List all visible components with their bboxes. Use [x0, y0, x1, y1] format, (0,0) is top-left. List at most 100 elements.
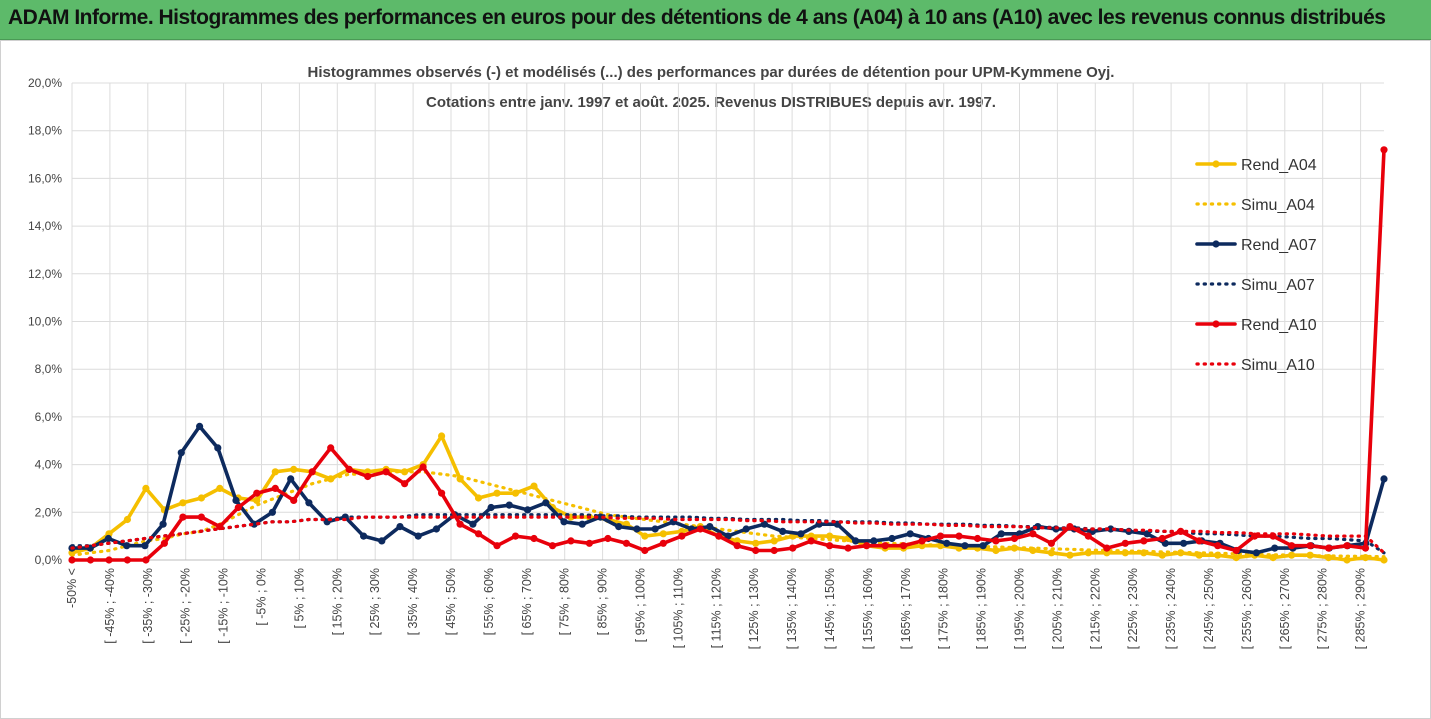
y-tick-label: 10,0%	[28, 315, 62, 329]
x-tick-label: [ -35% ; -30%	[141, 568, 155, 644]
data-point	[360, 532, 368, 540]
data-point	[232, 496, 240, 504]
plot-grid: 0,0% 2,0% 4,0% 6,0% 8,0% 10,0% 12,0% 14,0% 16,0%…	[28, 76, 1384, 649]
data-point	[1121, 539, 1129, 547]
legend-marker	[1212, 160, 1220, 168]
data-point	[826, 532, 834, 540]
data-point	[290, 496, 298, 504]
data-point	[290, 465, 298, 473]
data-point	[789, 544, 797, 552]
data-point	[578, 520, 586, 528]
data-point	[505, 501, 513, 509]
y-tick-label: 4,0%	[35, 458, 63, 472]
data-point	[943, 539, 951, 547]
series-line-simu_a04	[70, 470, 1386, 559]
x-tick-label: [ 55% ; 60%	[482, 568, 496, 635]
y-tick-label: 12,0%	[28, 267, 62, 281]
data-point	[659, 539, 667, 547]
data-point	[807, 537, 815, 545]
data-point	[419, 463, 427, 471]
data-point	[438, 432, 446, 440]
data-point	[770, 537, 778, 545]
data-point	[1325, 544, 1333, 552]
data-point	[1107, 525, 1115, 533]
data-point	[271, 468, 279, 476]
x-tick-label: [ 155% ; 160%	[861, 568, 875, 649]
data-point	[234, 503, 242, 512]
series-line-rend_a10	[70, 148, 1386, 562]
x-tick-label: [ 35% ; 40%	[406, 568, 420, 635]
x-tick-label: [ 45% ; 50%	[444, 568, 458, 635]
data-point	[179, 499, 187, 507]
data-point	[659, 530, 667, 538]
data-point	[678, 532, 686, 540]
data-point	[863, 542, 871, 550]
data-point	[196, 422, 204, 430]
data-point	[1047, 539, 1055, 547]
data-point	[493, 489, 501, 497]
data-point	[159, 520, 167, 528]
histogram-chart: Histogrammes observés (-) et modélisés (…	[28, 64, 1388, 649]
legend: Rend_A04 Simu_A04 Rend_A07 Simu_A07 Rend_A10…	[1195, 157, 1317, 374]
x-tick-label: [ 15% ; 20%	[330, 568, 344, 635]
y-tick-label: 18,0%	[28, 124, 62, 138]
y-tick-label: 2,0%	[35, 505, 63, 519]
chart-title: Histogrammes observés (-) et modélisés (…	[308, 64, 1115, 81]
data-point	[641, 532, 649, 540]
data-point	[992, 537, 1000, 545]
x-tick-label: [ 245% ; 250%	[1202, 568, 1216, 649]
data-point	[487, 503, 495, 512]
data-point	[142, 556, 150, 564]
data-point	[530, 534, 538, 543]
data-point	[1232, 554, 1240, 562]
data-point	[469, 520, 477, 528]
data-point	[123, 556, 131, 564]
data-point	[1343, 542, 1351, 550]
data-point	[760, 520, 769, 528]
data-point	[474, 530, 483, 538]
data-point	[1380, 475, 1388, 483]
data-point	[179, 513, 187, 521]
legend-label: Rend_A10	[1241, 317, 1317, 334]
report-header: ADAM Informe. Histogrammes des performan…	[0, 0, 1431, 40]
data-point	[622, 539, 631, 547]
x-tick-label: [ -45% ; -40%	[103, 568, 117, 644]
data-point	[1140, 537, 1148, 545]
data-point	[1103, 544, 1111, 552]
data-point	[401, 480, 409, 488]
x-tick-label: [ 255% ; 260%	[1240, 568, 1254, 649]
data-point	[881, 542, 889, 550]
data-point	[844, 544, 852, 552]
data-point	[197, 513, 205, 521]
data-point	[68, 556, 76, 564]
data-point	[123, 542, 131, 550]
data-point	[327, 444, 335, 452]
data-point	[530, 482, 538, 490]
x-tick-label: [ 75% ; 80%	[558, 568, 572, 635]
y-tick-label: 8,0%	[35, 362, 63, 376]
chart-subtitle: Cotations entre janv. 1997 et août. 2025…	[426, 94, 996, 111]
x-tick-label: [ 25% ; 30%	[368, 568, 382, 635]
data-point	[432, 525, 440, 533]
data-point	[177, 449, 185, 457]
data-point	[548, 542, 557, 550]
x-tick-label: [ 275% ; 280%	[1316, 568, 1330, 649]
x-tick-label: [ 125% ; 130%	[747, 568, 761, 649]
data-point	[216, 484, 224, 492]
data-point	[779, 527, 787, 535]
series-line-simu_a10	[70, 515, 1386, 555]
data-point	[1010, 534, 1019, 543]
data-point	[382, 468, 390, 476]
legend-label: Simu_A10	[1241, 357, 1315, 374]
data-point	[253, 496, 261, 504]
x-tick-label: [ 95% ; 100%	[634, 568, 648, 642]
legend-label: Rend_A07	[1241, 237, 1317, 254]
legend-marker	[1212, 240, 1220, 248]
data-point	[560, 518, 568, 526]
x-tick-label: [ 285% ; 290%	[1354, 568, 1368, 649]
legend-label: Rend_A04	[1241, 157, 1317, 174]
y-tick-label: 14,0%	[28, 219, 62, 233]
data-point	[899, 542, 908, 550]
data-point	[1066, 551, 1074, 559]
data-point	[724, 532, 732, 540]
